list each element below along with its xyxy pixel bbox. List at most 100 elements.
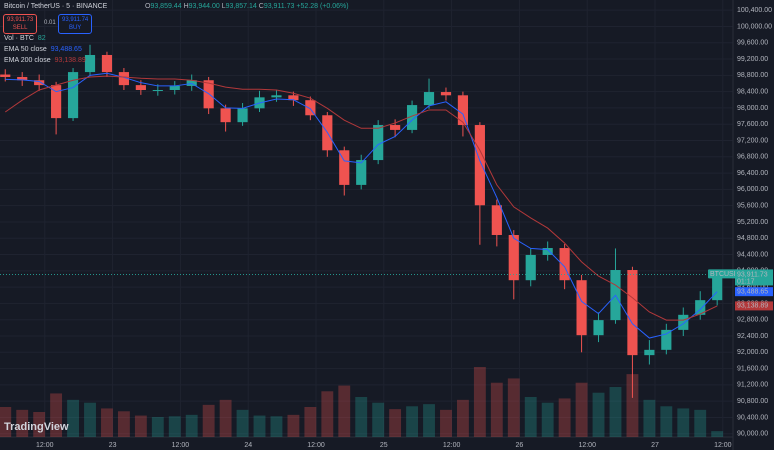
candle-body [678,314,689,330]
y-tick-label: 97,200.00 [737,137,768,144]
volume-bar [660,406,673,437]
volume-bar [473,367,486,437]
y-tick-label: 90,000.00 [737,431,768,438]
ohlc-value: 93,859.44 [150,3,182,10]
y-tick-label: 95,200.00 [737,219,768,226]
y-tick-label: 96,800.00 [737,154,768,161]
volume-bar [236,409,249,437]
x-tick-label: 12:00 [443,442,461,449]
candle-body [390,125,401,130]
candle-body [288,95,299,101]
volume-bar [338,385,351,437]
volume-bar [575,382,588,437]
legend-name: EMA 200 close [4,57,51,64]
y-tick-label: 92,800.00 [737,317,768,324]
volume-bar [524,397,537,437]
volume-bar [134,415,147,437]
candle-body [508,234,519,281]
volume-bar [541,402,554,437]
volume-bar [677,408,690,437]
price-tag-label: 93,488.65 [737,289,768,296]
legend-value: 93,138.89 [54,57,86,64]
y-tick-label: 98,000.00 [737,105,768,112]
volume-value: 82 [37,35,46,42]
buy-price: 93,911.74 [62,17,89,23]
sell-button[interactable]: 93,911.73 SELL [3,14,38,34]
volume-bar [592,392,605,437]
legend-value: 93,488.65 [50,46,82,53]
volume-bar [219,399,232,437]
volume-name: Vol · BTC [4,35,34,42]
candle-body [237,108,248,123]
x-tick-label: 12:00 [36,442,54,449]
volume-bar [456,399,469,437]
volume-legend[interactable]: Vol · BTC 82 [4,35,46,42]
y-tick-label: 98,400.00 [737,88,768,95]
volume-bar [117,411,130,437]
symbol-tag-label: BTCUSDT [710,271,744,278]
candle-body [593,320,604,336]
buy-button[interactable]: 93,911.74 BUY [58,14,93,34]
candle-body [135,85,146,91]
volume-bar [16,409,29,437]
volume-bar [440,409,452,437]
x-tick-label: 26 [516,442,524,449]
sell-price: 93,911.73 [7,17,34,23]
candle-body [457,95,469,126]
y-tick-label: 94,800.00 [737,235,768,242]
volume-bar [406,406,419,437]
y-tick-label: 90,800.00 [737,398,768,405]
candle-body [576,280,587,336]
candle-body [152,90,163,92]
candle-body [695,300,706,315]
ema-legend[interactable]: EMA 200 close 93,138.89 [4,57,86,64]
x-tick-label: 12:00 [172,442,190,449]
volume-bar [694,409,707,437]
candle-body [169,85,180,91]
x-tick-label: 12:00 [578,442,596,449]
volume-bar [389,409,402,437]
symbol-tag [708,269,738,279]
volume-bar [609,387,622,437]
candle-body [661,329,672,350]
volume-bar [558,398,571,437]
volume-bar [202,404,215,437]
sell-label: SELL [12,25,28,31]
ohlc-value: 93,944.00 [188,3,220,10]
logo[interactable]: TradingView [4,421,69,433]
y-tick-label: 91,200.00 [737,382,768,389]
ohlc: O93,859.44 H93,944.00 L93,857.14 C93,911… [145,3,349,10]
x-tick-label: 25 [380,442,388,449]
x-tick-label: 12:00 [307,442,325,449]
volume-bar [84,402,96,437]
candle-body [0,74,11,77]
x-tick-label: 23 [109,442,117,449]
y-tick-label: 92,400.00 [737,333,768,340]
candle-body [406,105,418,130]
price-tag [735,287,773,297]
volume-bar [101,408,113,437]
price-tag-label: 93,138.89 [737,303,768,310]
y-tick-label: 100,000.00 [737,23,772,30]
ohlc-change: +52.28 (+0.06%) [296,3,349,10]
candle-body [644,349,655,356]
y-tick-label: 99,200.00 [737,56,768,63]
y-tick-label: 91,600.00 [737,365,768,372]
candle-body [423,92,435,106]
volume-bar [270,416,283,437]
x-tick-label: 12:00 [714,442,732,449]
candle-body [305,100,316,116]
volume-bar [507,378,520,437]
ema-legend[interactable]: EMA 50 close 93,488.65 [4,46,82,53]
symbol-title[interactable]: Bitcoin / TetherUS · 5 · BINANCE [4,3,107,10]
candle-body [440,92,452,96]
volume-bar [168,416,181,437]
price-tag [735,301,773,311]
y-tick-label: 99,600.00 [737,40,768,47]
candle-body [559,248,570,281]
buy-label: BUY [68,25,82,31]
price-tag-label: 93,911.73 [737,271,768,278]
candle-body [373,125,384,161]
